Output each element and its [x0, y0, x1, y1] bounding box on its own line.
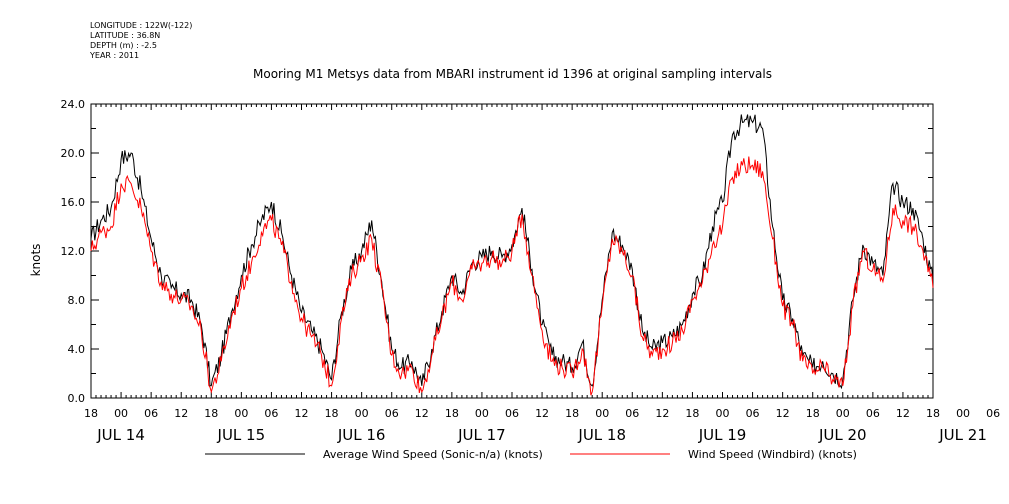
x-tick-label: 00	[836, 407, 850, 420]
x-tick-label: 00	[956, 407, 970, 420]
x-tick-labels: 18 00 06 12 18 00 06 12 18 00 06 12 18 00 06 12 18 00 06 12…	[84, 407, 1000, 420]
y-tick-label: 4.0	[68, 343, 86, 356]
y-tick-label: 8.0	[68, 294, 86, 307]
y-tick-label: 16.0	[61, 196, 86, 209]
legend-label-sonic: Average Wind Speed (Sonic-n/a) (knots)	[323, 448, 543, 461]
x-tick-label: 00	[234, 407, 248, 420]
y-tick-label: 20.0	[61, 147, 86, 160]
meta-longitude: LONGITUDE : 122W(-122)	[90, 21, 193, 30]
date-label: JUL 20	[818, 426, 867, 444]
x-tick-label: 18	[84, 407, 98, 420]
x-tick-label: 06	[866, 407, 880, 420]
date-label: JUL 14	[96, 426, 145, 444]
meta-depth: DEPTH (m) : -2.5	[90, 41, 157, 50]
x-tick-label: 18	[685, 407, 699, 420]
series-group	[90, 114, 934, 396]
date-label: JUL 17	[457, 426, 506, 444]
date-label: JUL 18	[577, 426, 626, 444]
date-label: JUL 15	[217, 426, 266, 444]
legend-label-windbird: Wind Speed (Windbird) (knots)	[688, 448, 857, 461]
x-tick-label: 00	[355, 407, 369, 420]
x-tick-label: 00	[595, 407, 609, 420]
x-tick-label: 18	[926, 407, 940, 420]
x-tick-label: 00	[716, 407, 730, 420]
x-tick-label: 06	[264, 407, 278, 420]
x-tick-label: 06	[986, 407, 1000, 420]
date-label: JUL 19	[698, 426, 747, 444]
date-labels: JUL 14 JUL 15 JUL 16 JUL 17 JUL 18 JUL 19 JUL …	[96, 426, 987, 444]
x-tick-label: 12	[655, 407, 669, 420]
x-tick-label: 06	[625, 407, 639, 420]
x-tick-label: 12	[896, 407, 910, 420]
date-label: JUL 16	[337, 426, 386, 444]
x-tick-label: 00	[475, 407, 489, 420]
metadata-block: LONGITUDE : 122W(-122) LATITUDE : 36.8N …	[90, 21, 192, 61]
x-tick-label: 18	[806, 407, 820, 420]
x-tick-label: 06	[505, 407, 519, 420]
y-tick-label: 12.0	[61, 245, 86, 258]
y-tick-labels: 0.0 4.0 8.0 12.0 16.0 20.0 24.0	[61, 98, 86, 405]
axis-ticks	[90, 103, 934, 399]
y-tick-label: 24.0	[61, 98, 86, 111]
y-tick-label: 0.0	[68, 392, 86, 405]
y-axis-label: knots	[29, 244, 43, 277]
series-line-windbird	[90, 156, 934, 396]
x-tick-label: 12	[535, 407, 549, 420]
legend: Average Wind Speed (Sonic-n/a) (knots) W…	[205, 448, 857, 461]
date-label: JUL 21	[938, 426, 987, 444]
x-tick-label: 18	[445, 407, 459, 420]
meta-latitude: LATITUDE : 36.8N	[90, 31, 161, 40]
x-tick-label: 12	[776, 407, 790, 420]
series-line-sonic	[90, 114, 934, 390]
x-tick-label: 18	[565, 407, 579, 420]
x-tick-label: 12	[415, 407, 429, 420]
x-tick-label: 06	[385, 407, 399, 420]
meta-year: YEAR : 2011	[90, 51, 140, 60]
x-tick-label: 12	[295, 407, 309, 420]
chart-title: Mooring M1 Metsys data from MBARI instru…	[253, 67, 772, 81]
x-tick-label: 18	[325, 407, 339, 420]
x-tick-label: 06	[746, 407, 760, 420]
x-tick-label: 00	[114, 407, 128, 420]
x-tick-label: 12	[174, 407, 188, 420]
x-tick-label: 18	[204, 407, 218, 420]
x-tick-label: 06	[144, 407, 158, 420]
